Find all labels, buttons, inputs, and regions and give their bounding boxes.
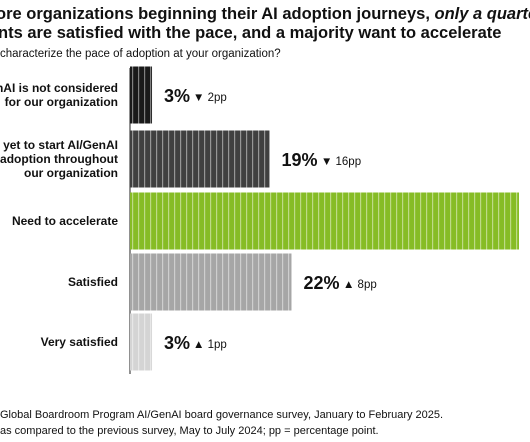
category-line: our organization: [24, 166, 118, 180]
category-line: yet to start AI/GenAI: [3, 138, 118, 152]
chart-title: ore organizations beginning their AI ado…: [0, 5, 530, 23]
category-line: Satisfied: [68, 275, 118, 289]
category-line: Very satisfied: [41, 335, 118, 349]
category-label: yet to start AI/GenAI adoption throughout…: [0, 138, 118, 180]
category-label: enAI is not considered for our organizati…: [0, 81, 118, 109]
change-label: ▼ 2pp: [193, 92, 227, 104]
change-label: ▲ 8pp: [343, 279, 377, 291]
bar-texture: [130, 253, 292, 311]
bar-texture: [130, 130, 270, 188]
bar-texture: [130, 313, 153, 371]
category-line: enAI is not considered: [0, 81, 118, 95]
footnote: Global Boardroom Program AI/GenAI board …: [0, 409, 443, 421]
value-label: 19%: [281, 150, 317, 170]
category-label: Need to accelerate: [12, 214, 118, 228]
category-label: Very satisfied: [41, 335, 118, 349]
value-label: 3%: [164, 86, 190, 106]
category-line: Need to accelerate: [12, 214, 118, 228]
category-line: adoption throughout: [0, 152, 118, 166]
value-label: 3%: [164, 333, 190, 353]
footnote: as compared to the previous survey, May …: [0, 425, 379, 437]
category-line: for our organization: [5, 95, 118, 109]
change-label: ▼ 16pp: [321, 156, 361, 168]
chart-subtitle: characterize the pace of adoption at you…: [0, 48, 281, 60]
change-label: ▲ 1pp: [193, 339, 227, 351]
value-label: 22%: [303, 273, 339, 293]
chart-title: nts are satisfied with the pace, and a m…: [0, 24, 501, 42]
bar-texture: [130, 192, 519, 250]
bar-texture: [130, 66, 153, 124]
category-label: Satisfied: [68, 275, 118, 289]
